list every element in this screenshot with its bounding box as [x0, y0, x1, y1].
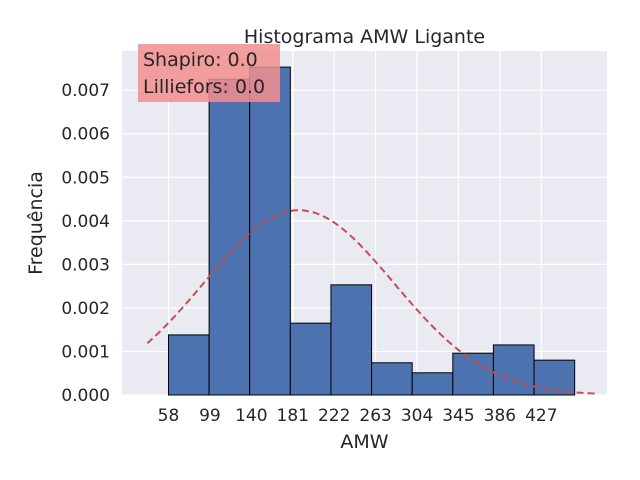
- x-tick-label: 263: [359, 406, 391, 426]
- histogram-bar: [208, 78, 251, 396]
- histogram-bar: [330, 284, 373, 396]
- x-tick-label: 427: [525, 406, 557, 426]
- normal-fit-curve: [146, 209, 596, 395]
- normality-test-box: Shapiro: 0.0 Lilliefors: 0.0: [138, 44, 280, 102]
- y-tick-label: 0.007: [61, 81, 110, 101]
- y-tick-label: 0.006: [61, 125, 110, 145]
- y-tick-label: 0.002: [61, 299, 110, 319]
- histogram-bar: [492, 344, 535, 396]
- y-tick-label: 0.001: [61, 342, 110, 362]
- histogram-bar: [167, 334, 210, 396]
- histogram-bar: [411, 372, 454, 396]
- lilliefors-text: Lilliefors: 0.0: [143, 76, 265, 98]
- histogram-bar: [371, 362, 413, 396]
- histogram-bar: [289, 322, 332, 396]
- x-tick-label: 99: [199, 406, 221, 426]
- y-tick-label: 0.005: [61, 168, 110, 188]
- x-tick-label: 140: [235, 406, 267, 426]
- chart-title: Histograma AMW Ligante: [244, 26, 485, 48]
- y-tick-label: 0.000: [61, 386, 110, 406]
- y-tick-labels: 0.000 0.001 0.002 0.003 0.004 0.005 0.006 0.007: [61, 81, 110, 406]
- annotation-background: [138, 44, 280, 102]
- x-tick-label: 345: [442, 406, 474, 426]
- shapiro-text: Shapiro: 0.0: [143, 49, 258, 71]
- y-axis-label: Frequência: [25, 171, 47, 275]
- x-tick-labels: 58 99 140 181 222 263 304 345 386 427: [158, 406, 558, 426]
- x-tick-label: 181: [277, 406, 309, 426]
- x-tick-label: 58: [158, 406, 180, 426]
- histogram-bar: [249, 66, 291, 396]
- histogram-bar: [533, 359, 576, 396]
- histogram-bar: [452, 352, 494, 396]
- y-tick-label: 0.003: [61, 255, 110, 275]
- y-tick-label: 0.004: [61, 212, 110, 232]
- x-tick-label: 304: [401, 406, 433, 426]
- x-tick-label: 386: [484, 406, 516, 426]
- x-tick-label: 222: [318, 406, 350, 426]
- histogram-bars: [167, 66, 576, 396]
- x-axis-label: AMW: [340, 431, 388, 453]
